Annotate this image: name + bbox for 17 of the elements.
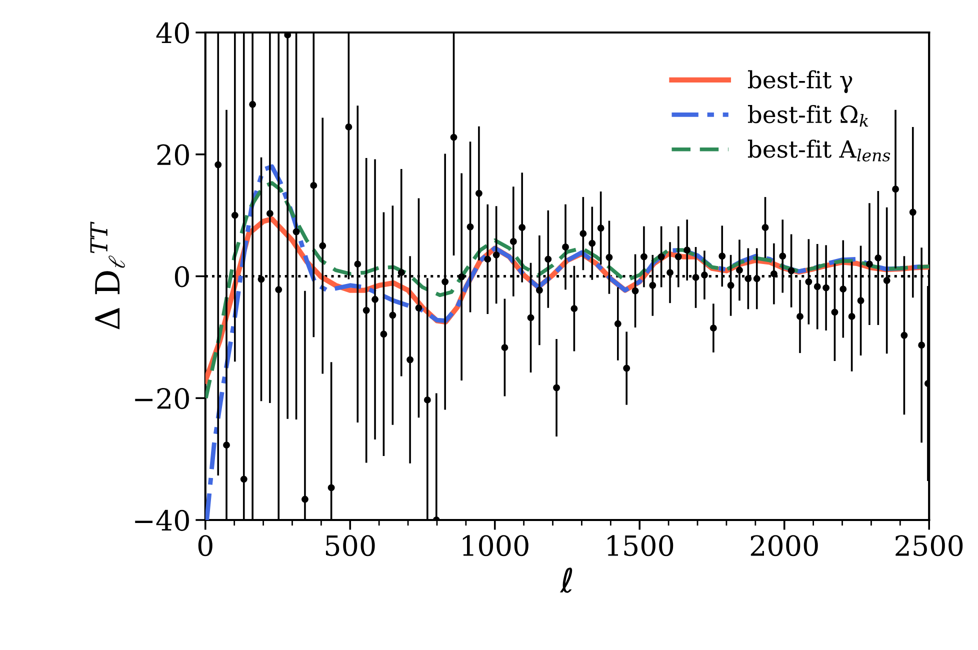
y-axis-title: Δ D$_{ℓ}$$^{TT}$ <box>90 222 125 330</box>
y-tick-label: 20 <box>157 144 189 166</box>
x-tick-label: 0 <box>198 535 212 556</box>
line-series <box>205 181 930 400</box>
x-tick-label: 1000 <box>462 535 528 556</box>
y-tick-label: −20 <box>135 388 189 410</box>
x-tick-label: 2500 <box>896 535 963 556</box>
x-tick-label: 2000 <box>750 535 818 556</box>
legend-label: best-fit Ω$_{k}$ <box>748 104 868 127</box>
x-tick-label: 500 <box>326 535 375 556</box>
x-tick-label: 1500 <box>608 535 674 556</box>
legend-label: best-fit A$_{lens}$ <box>748 140 890 162</box>
y-tick-label: 40 <box>156 22 189 44</box>
y-tick-label: 0 <box>174 266 189 288</box>
y-tick-label: −40 <box>135 510 189 531</box>
legend-label: best-fit γ <box>748 70 852 94</box>
x-axis-title: ℓ <box>560 568 572 593</box>
